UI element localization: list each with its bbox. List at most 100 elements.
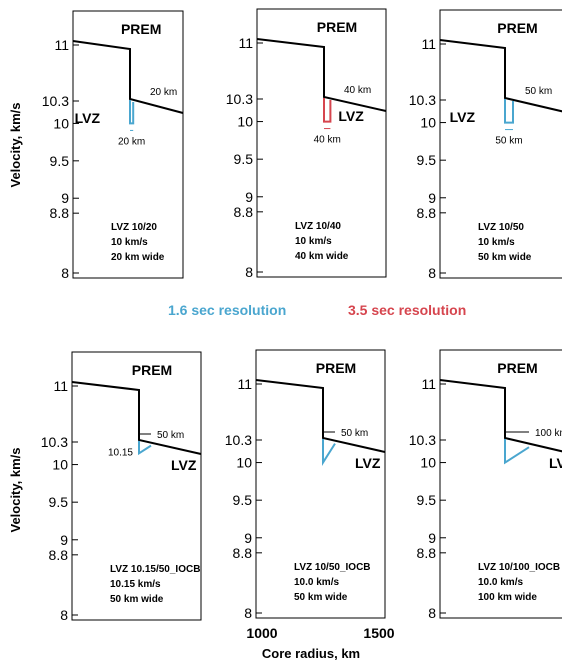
panel-1-model-text-0: LVZ 10/20: [111, 222, 157, 233]
panel-3-ytick-label-8: 8: [428, 265, 436, 281]
panel-5-model-text-0: LVZ 10/50_IOCB: [294, 562, 371, 573]
panel-3-frame: [439, 9, 562, 279]
panel-3-title: PREM: [497, 20, 537, 36]
panel-3-ytick-label-10: 10: [420, 115, 436, 131]
panel-6-lvz-triangle: [504, 439, 530, 465]
panel-3-width-label-top: 50 km: [525, 86, 552, 97]
panel-5-ytick-label-8.8: 8.8: [233, 545, 253, 561]
y-axis-label-top: Velocity, km/s: [8, 102, 23, 187]
panel-3-model-text-2: 50 km wide: [478, 252, 532, 263]
panel-5-ytick-label-10: 10: [236, 455, 252, 471]
panel-1-prem-curve: [72, 40, 184, 114]
panel-3-ytick-label-9.5: 9.5: [417, 152, 437, 168]
panel-1-ytick-label-8.8: 8.8: [50, 205, 70, 221]
panel-5-ytick-label-9: 9: [244, 530, 252, 546]
panel-4-prem-curve: [71, 381, 202, 455]
panel-2-title: PREM: [317, 19, 357, 35]
resolution-label-blue: 1.6 sec resolution: [168, 302, 286, 318]
panel-2-prem-curve: [256, 38, 387, 112]
panel-2-ytick-label-10: 10: [237, 114, 253, 130]
panel-5-ytick-label-9.5: 9.5: [233, 492, 253, 508]
panel-1-model-text-1: 10 km/s: [111, 237, 148, 248]
panel-1-width-label-top: 20 km: [150, 87, 177, 98]
y-axis-label-bottom: Velocity, km/s: [8, 447, 23, 532]
panel-1-ytick-label-9.5: 9.5: [50, 153, 70, 169]
panel-6-prem-curve: [439, 379, 562, 453]
panel-6-ytick-label-8: 8: [428, 605, 436, 621]
panel-5-lvz-label: LVZ: [355, 455, 381, 471]
panel-2-lvz-box: [323, 98, 332, 123]
panel-4-lvz-label: LVZ: [171, 457, 197, 473]
panel-3-ytick-label-10.3: 10.3: [409, 92, 436, 108]
panel-1-ytick-label-10.3: 10.3: [42, 93, 69, 109]
panel-3-lvz-label: LVZ: [450, 109, 476, 125]
panel-4-frame: [71, 351, 202, 621]
panel-3-ytick-label-8.8: 8.8: [417, 205, 437, 221]
panel-2-ytick-label-10.3: 10.3: [226, 91, 253, 107]
panel-4-ytick-label-11: 11: [53, 378, 68, 394]
panel-2-width-label-top: 40 km: [344, 85, 371, 96]
panel-5-title: PREM: [316, 360, 356, 376]
panel-4-width-label: 50 km: [157, 430, 184, 441]
panel-3-width-label: 50 km: [495, 136, 522, 147]
panel-4-ytick-label-9: 9: [60, 532, 68, 548]
panel-4-lvz-triangle: [138, 441, 152, 456]
panel-3-ytick-label-9: 9: [428, 190, 436, 206]
panel-1-ytick-label-10: 10: [53, 115, 69, 131]
panel-5-lvz-triangle: [322, 439, 336, 467]
panel-3-lvz-box: [504, 99, 514, 124]
panel-4-model-text-2: 50 km wide: [110, 594, 164, 605]
panel-6-ytick-label-10.3: 10.3: [409, 432, 436, 448]
panel-2-model-text-1: 10 km/s: [295, 236, 332, 247]
panel-5-xtick-label-1: 1500: [363, 625, 394, 641]
panel-2-width-label: 40 km: [314, 135, 341, 146]
panel-2-model-text-2: 40 km wide: [295, 251, 349, 262]
panel-4-min-label: 10.15: [108, 447, 133, 458]
panel-2-ytick-label-11: 11: [238, 35, 253, 51]
panel-1-ytick-label-9: 9: [61, 190, 69, 206]
panel-2-ytick-label-8.8: 8.8: [234, 204, 254, 220]
panel-4-ytick-label-8: 8: [60, 607, 68, 623]
panel-6-width-label: 100 km: [535, 428, 562, 439]
resolution-label-red: 3.5 sec resolution: [348, 302, 466, 318]
panel-5-model-text-2: 50 km wide: [294, 592, 348, 603]
panel-1-title: PREM: [121, 21, 161, 37]
panel-6-model-text-2: 100 km wide: [478, 592, 537, 603]
panel-6-title: PREM: [497, 360, 537, 376]
panel-6-model-text-1: 10.0 km/s: [478, 577, 523, 588]
panel-2-ytick-label-8: 8: [245, 264, 253, 280]
panel-4-ytick-label-8.8: 8.8: [49, 547, 69, 563]
panel-1-frame: [72, 10, 184, 279]
panel-6-ytick-label-9: 9: [428, 530, 436, 546]
panel-5-xtick-label-0: 1000: [246, 625, 277, 641]
panel-4-model-text-1: 10.15 km/s: [110, 579, 161, 590]
panel-2-lvz-label: LVZ: [338, 108, 364, 124]
panel-6-ytick-label-10: 10: [420, 455, 436, 471]
panel-5-ytick-label-10.3: 10.3: [225, 432, 252, 448]
panel-3-model-text-1: 10 km/s: [478, 237, 515, 248]
panel-4-ytick-label-9.5: 9.5: [49, 494, 69, 510]
panel-1-ytick-label-8: 8: [61, 265, 69, 281]
panel-4-ytick-label-10.3: 10.3: [41, 434, 68, 450]
panel-6-ytick-label-9.5: 9.5: [417, 492, 437, 508]
panel-5-ytick-label-11: 11: [237, 376, 252, 392]
panel-6-model-text-0: LVZ 10/100_IOCB: [478, 562, 560, 573]
panel-6-frame: [439, 349, 562, 619]
panel-5-prem-curve: [255, 379, 386, 453]
panel-4-model-text-0: LVZ 10.15/50_IOCB: [110, 564, 200, 575]
panel-6-ytick-label-8.8: 8.8: [417, 545, 437, 561]
panel-4-title: PREM: [132, 362, 172, 378]
panel-5-width-label: 50 km: [341, 428, 368, 439]
panel-2-model-text-0: LVZ 10/40: [295, 221, 341, 232]
panel-3-ytick-label-11: 11: [421, 36, 436, 52]
panel-4-ytick-label-10: 10: [52, 457, 68, 473]
panel-3-model-text-0: LVZ 10/50: [478, 222, 524, 233]
panel-1-model-text-2: 20 km wide: [111, 252, 165, 263]
panel-1-width-label: 20 km: [118, 136, 145, 147]
panel-3-prem-curve: [439, 39, 562, 113]
panel-5-frame: [255, 349, 386, 619]
panel-2-frame: [256, 8, 387, 278]
panel-6-lvz-label: LVZ: [549, 455, 562, 471]
panel-5-ytick-label-8: 8: [244, 605, 252, 621]
